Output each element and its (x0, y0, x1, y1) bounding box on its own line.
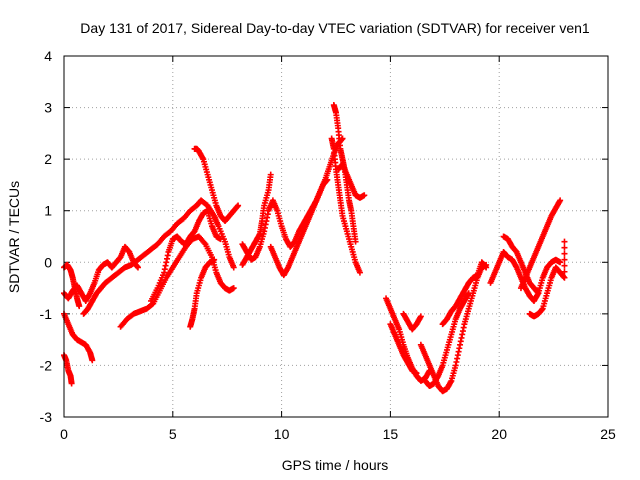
satellite-track-3 (61, 310, 96, 364)
data-point-marker (465, 290, 472, 297)
satellite-track-14 (330, 101, 359, 245)
satellite-track-9 (187, 256, 218, 330)
y-tick-label: -3 (40, 409, 53, 425)
data-point-marker (217, 236, 224, 243)
data-point-marker (561, 250, 568, 257)
chart-title: Day 131 of 2017, Sidereal Day-to-day VTE… (80, 20, 590, 36)
data-point-marker (561, 262, 568, 269)
x-tick-label: 10 (274, 426, 290, 442)
satellite-track-6 (117, 233, 237, 330)
satellite-track-8 (191, 145, 242, 225)
data-point-marker (267, 171, 274, 178)
y-tick-label: -2 (40, 357, 53, 373)
x-tick-label: 5 (169, 426, 177, 442)
satellite-track-13 (328, 135, 363, 276)
satellite-track-12 (267, 176, 331, 279)
data-point-marker (561, 268, 568, 275)
data-point-marker (561, 256, 568, 263)
satellite-track-5 (80, 197, 237, 317)
data-point-marker (557, 197, 564, 204)
data-point-marker (76, 303, 83, 310)
data-point-marker (235, 202, 242, 209)
data-point-marker (352, 238, 359, 245)
data-point-marker (324, 176, 331, 183)
data-point-marker (557, 259, 564, 266)
y-tick-label: 1 (44, 203, 52, 219)
satellite-track-16 (383, 295, 433, 384)
data-point-marker (149, 301, 156, 308)
satellite-track-4 (61, 352, 75, 387)
x-tick-label: 0 (60, 426, 68, 442)
satellite-track-15 (335, 161, 368, 201)
y-tick-label: 0 (44, 254, 52, 270)
satellite-track-21 (439, 259, 490, 328)
data-point-marker (417, 313, 424, 320)
data-point-marker (356, 269, 363, 276)
x-axis-label: GPS time / hours (282, 457, 389, 473)
satellite-track-1 (61, 243, 141, 304)
data-point-marker (561, 238, 568, 245)
y-axis-label: SDTVAR / TECUs (6, 181, 22, 293)
data-point-marker (535, 290, 542, 297)
data-point-marker (361, 192, 368, 199)
data-point-marker (89, 357, 96, 364)
data-point-marker (483, 264, 490, 271)
satellite-track-25 (526, 238, 568, 320)
satellite-track-18 (400, 310, 424, 333)
x-tick-label: 20 (491, 426, 507, 442)
y-tick-label: -1 (40, 306, 53, 322)
satellite-track-2 (61, 261, 83, 310)
data-point-marker (211, 256, 218, 263)
satellite-track-20 (422, 290, 472, 390)
satellite-track-17 (387, 321, 420, 377)
data-point-marker (561, 274, 568, 281)
data-point-marker (413, 370, 420, 377)
y-tick-label: 2 (44, 151, 52, 167)
y-tick-label: 3 (44, 100, 52, 116)
data-points (61, 101, 568, 395)
data-point-marker (561, 244, 568, 251)
data-point-marker (230, 285, 237, 292)
data-point-marker (230, 264, 237, 271)
x-tick-label: 25 (600, 426, 616, 442)
data-point-marker (68, 380, 75, 387)
satellite-track-7 (148, 207, 224, 304)
satellite-track-11 (239, 171, 274, 268)
data-point-marker (134, 264, 141, 271)
satellite-track-24 (517, 197, 564, 292)
plot-frame (63, 55, 609, 418)
x-tick-label: 15 (383, 426, 399, 442)
y-tick-label: 4 (44, 48, 52, 64)
